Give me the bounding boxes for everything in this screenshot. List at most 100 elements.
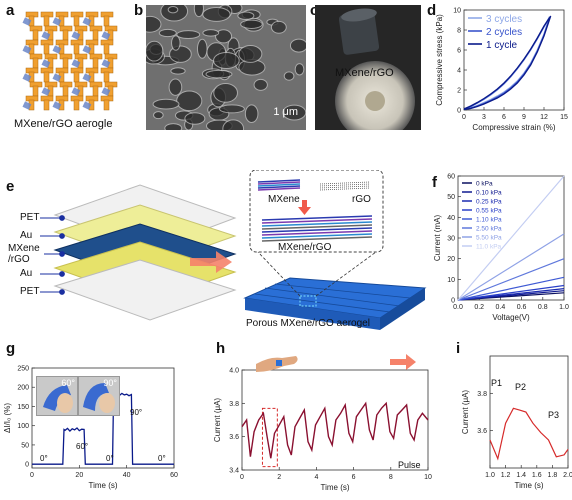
highlight-box xyxy=(261,407,278,468)
chart-h-pulse: 0 2 4 6 8 10 3.4 3.6 3.8 4.0 Time (s) Current (μA) xyxy=(213,368,432,493)
inset-label-rgo: rGO xyxy=(352,194,371,205)
legend-label: 5.50 kPa xyxy=(476,235,502,242)
series-line xyxy=(457,233,565,301)
y-tick-label: 10 xyxy=(453,8,461,15)
x-tick-label: 0.8 xyxy=(538,304,548,311)
panel-letter-i: i xyxy=(456,340,461,357)
layer-label-pet-bottom: PET xyxy=(20,286,40,297)
plot-frame xyxy=(489,355,569,469)
inset-label-mxene: MXene xyxy=(268,194,300,205)
y-tick-label: 100 xyxy=(17,423,29,430)
layer-label-pet-top: PET xyxy=(20,212,40,223)
y-tick-label: 0 xyxy=(451,298,455,305)
legend-label: 0.10 kPa xyxy=(476,190,502,197)
x-tick-label: 6 xyxy=(352,474,356,481)
bend-photo-90: 90° xyxy=(78,376,120,416)
angle-annotation-60: 60° xyxy=(76,442,89,451)
panel-letter-b: b xyxy=(134,2,144,19)
series-line xyxy=(457,258,565,301)
y-axis-label: Compressive stress (kPa) xyxy=(435,14,444,106)
pulse-line xyxy=(241,401,429,459)
x-axis-label: Compressive strain (%) xyxy=(472,123,555,132)
y-tick-label: 4 xyxy=(457,68,461,75)
angle-annotation-90: 90° xyxy=(130,408,143,417)
x-tick-label: 0.0 xyxy=(453,304,463,311)
x-tick-label: 1.0 xyxy=(559,304,569,311)
x-tick-label: 2.0 xyxy=(563,472,572,479)
layer-label-au-top: Au xyxy=(20,230,33,241)
panel-letter-e: e xyxy=(6,178,15,195)
x-tick-label: 20 xyxy=(75,472,83,479)
legend-label: 11.0 kPa xyxy=(476,244,502,251)
chart-d-stress-strain: 0 3 6 9 12 15 0 2 4 6 8 10 Compressive strain (%) Com… xyxy=(435,8,568,133)
y-tick-label: 6 xyxy=(457,48,461,55)
x-tick-label: 12 xyxy=(540,114,548,121)
y-tick-label: 3.8 xyxy=(477,391,487,398)
x-tick-label: 15 xyxy=(560,114,568,121)
x-tick-label: 1.8 xyxy=(548,472,558,479)
panel-letter-d: d xyxy=(427,2,437,19)
y-tick-label: 10 xyxy=(447,277,455,284)
plot-frame xyxy=(463,9,565,111)
panel-letter-a: a xyxy=(6,2,15,19)
y-tick-label: 30 xyxy=(447,236,455,243)
x-axis-label: Time (s) xyxy=(514,481,543,490)
panel-letter-c: c xyxy=(310,2,318,19)
legend-label: 0.25 kPa xyxy=(476,199,502,206)
x-tick-label: 40 xyxy=(123,472,131,479)
series-line xyxy=(457,276,565,301)
y-tick-label: 3.6 xyxy=(477,428,487,435)
chart-g-bending-response: 0 20 40 60 0 50 100 150 200 250 Time (s) ΔI/I₀ (%) xyxy=(4,366,178,491)
device-structure-illustration xyxy=(40,170,427,330)
series-line xyxy=(457,175,565,301)
y-axis-label: Current (μA) xyxy=(213,398,222,443)
x-tick-label: 0 xyxy=(30,472,34,479)
legend-label: 1 cycle xyxy=(486,40,518,51)
response-line xyxy=(32,392,174,465)
y-tick-label: 150 xyxy=(17,404,29,411)
panel-letter-f: f xyxy=(432,174,437,191)
legend-label: 2 cycles xyxy=(486,27,522,38)
panel-letter-h: h xyxy=(216,340,226,357)
x-tick-label: 3 xyxy=(482,114,486,121)
x-tick-label: 0.2 xyxy=(474,304,484,311)
x-axis-label: Voltage(V) xyxy=(492,313,530,322)
angle-annotation-0b: 0° xyxy=(106,454,114,463)
dandelion-photo: MXene/rGO xyxy=(315,5,421,130)
inset-label-combined: MXene/rGO xyxy=(278,242,332,253)
peak-label-p3: P3 xyxy=(548,410,560,420)
legend-label: 0 kPa xyxy=(476,181,493,188)
x-tick-label: 10 xyxy=(424,474,432,481)
y-tick-label: 60 xyxy=(447,174,455,181)
layer-label-au-bottom: Au xyxy=(20,268,33,279)
pulse-annotation: Pulse xyxy=(398,460,421,470)
y-axis-label: Current (μA) xyxy=(461,390,470,435)
y-tick-label: 3.8 xyxy=(229,401,239,408)
y-tick-label: 200 xyxy=(17,385,29,392)
angle-annotation-0c: 0° xyxy=(158,454,166,463)
legend-label: 0.55 kPa xyxy=(476,208,502,215)
x-tick-label: 1.4 xyxy=(516,472,526,479)
y-tick-label: 8 xyxy=(457,28,461,35)
plot-frame xyxy=(31,367,175,469)
bend-photo-60-label: 60° xyxy=(61,378,75,388)
x-tick-label: 9 xyxy=(522,114,526,121)
y-tick-label: 40 xyxy=(447,215,455,222)
bend-photo-60: 60° xyxy=(36,376,78,416)
series-line xyxy=(457,284,565,301)
sample-label: MXene/rGO xyxy=(335,67,394,79)
aerogel-lattice-illustration xyxy=(22,11,118,111)
panel-letter-g: g xyxy=(6,340,16,357)
y-tick-label: 3.6 xyxy=(229,434,239,441)
x-tick-label: 1.6 xyxy=(532,472,542,479)
y-tick-label: 50 xyxy=(447,194,455,201)
y-tick-label: 3.4 xyxy=(229,468,239,475)
y-tick-label: 2 xyxy=(457,88,461,95)
x-axis-label: Time (s) xyxy=(88,481,117,490)
angle-annotation-0a: 0° xyxy=(40,454,48,463)
x-axis-label: Time (s) xyxy=(320,483,349,492)
bend-photo-90-label: 90° xyxy=(103,378,117,388)
y-tick-label: 0 xyxy=(25,462,29,469)
x-tick-label: 8 xyxy=(389,474,393,481)
forward-arrow-icon xyxy=(390,354,416,370)
